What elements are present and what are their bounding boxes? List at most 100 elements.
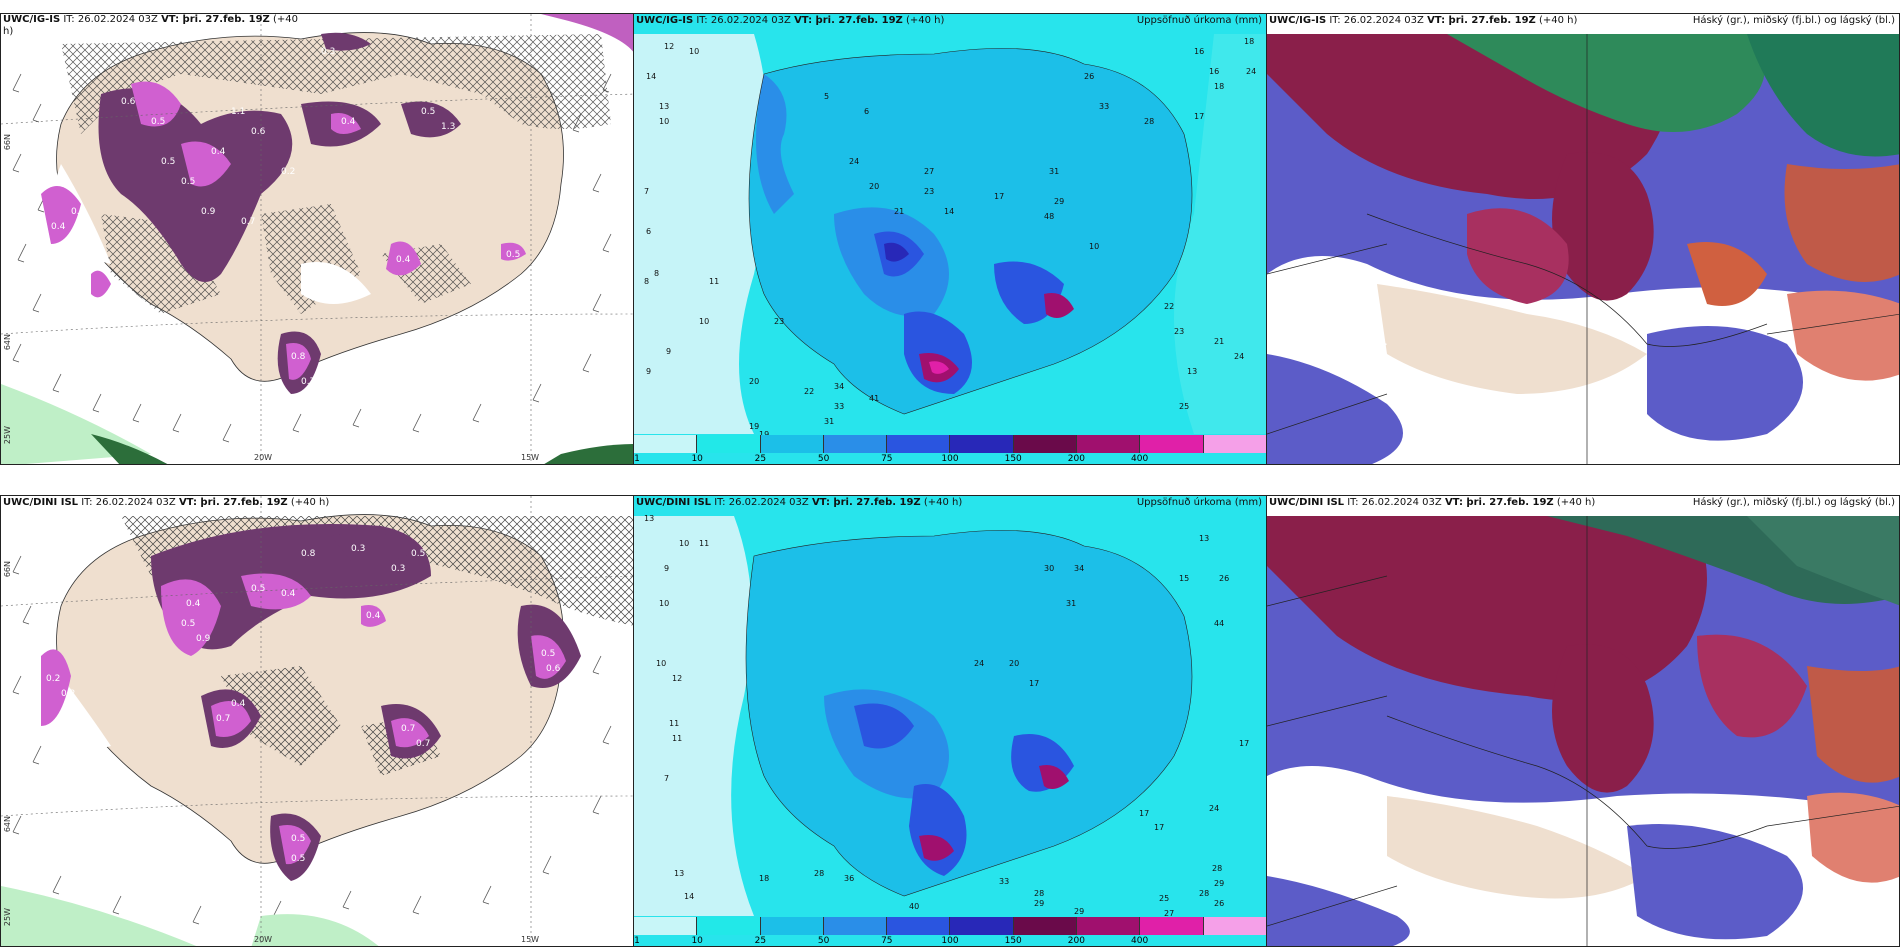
colorbar-tick: 100 bbox=[941, 936, 959, 946]
precip-numbers: 12 10 14 13 10 7 6 8 8 9 9 11 10 23 20 2… bbox=[644, 37, 1256, 439]
panel-bottom-mid-precip: 13 10 11 9 10 7 12 10 11 11 13 14 18 28 … bbox=[633, 495, 1267, 947]
colorbar-swatch bbox=[697, 435, 761, 453]
lon-label-20w: 20W bbox=[254, 453, 273, 462]
map-top-left: 0.3 0.5 0.4 0.6 0.2 0.5 0.9 0.7 1.1 0.4 … bbox=[1, 14, 633, 464]
colorbar-swatch bbox=[1203, 435, 1266, 453]
frost-label: 0.5 bbox=[291, 854, 305, 864]
frost-label: 0.4 bbox=[396, 255, 411, 265]
precip-value: 28 bbox=[1034, 889, 1044, 898]
precip-value: 26 bbox=[1084, 72, 1094, 81]
colorbar-tick: 50 bbox=[817, 936, 830, 946]
frost-label: 0.3 bbox=[351, 544, 365, 554]
precip-value: 24 bbox=[1234, 352, 1244, 361]
map-bottom-left: 0.4 0.5 0.2 0.9 0.7 0.5 0.4 0.3 0.8 0.5 … bbox=[1, 496, 633, 946]
colorbar-tick: 1 bbox=[634, 454, 640, 464]
panel-title: UWC/IG-IS IT: 26.02.2024 03Z VT: þri. 27… bbox=[1269, 15, 1577, 26]
init-time: IT: 26.02.2024 03Z bbox=[63, 14, 158, 25]
panel-top-right-clouds: UWC/IG-IS IT: 26.02.2024 03Z VT: þri. 27… bbox=[1266, 13, 1900, 465]
lead-time: (+40 h) bbox=[923, 497, 963, 508]
lead-time-cont: h) bbox=[3, 26, 14, 37]
lead-time: (+40 h) bbox=[1539, 15, 1578, 26]
precip-value: 20 bbox=[1009, 659, 1019, 668]
precip-value: 24 bbox=[1246, 67, 1256, 76]
precip-value: 13 bbox=[674, 869, 684, 878]
frost-label: 0.2 bbox=[61, 689, 75, 699]
frost-label: 0.3 bbox=[321, 47, 335, 57]
colorbar-tick: 10 bbox=[691, 936, 703, 946]
precip-value: 33 bbox=[999, 877, 1009, 886]
precip-value: 13 bbox=[1199, 534, 1209, 543]
frost-label: 0.4 bbox=[281, 589, 296, 599]
precip-value: 41 bbox=[869, 394, 879, 403]
panel-top-left-ice-accretion: 0.3 0.5 0.4 0.6 0.2 0.5 0.9 0.7 1.1 0.4 … bbox=[0, 13, 634, 465]
frost-label: 0.5 bbox=[421, 107, 435, 117]
frost-labels: 0.3 0.5 0.4 0.6 0.2 0.5 0.9 0.7 1.1 0.4 … bbox=[51, 47, 520, 387]
map-bottom-mid: 13 10 11 9 10 7 12 10 11 11 13 14 18 28 … bbox=[634, 496, 1266, 946]
colorbar-swatch bbox=[760, 917, 824, 935]
precip-value: 31 bbox=[1066, 599, 1076, 608]
precip-value: 10 bbox=[656, 659, 666, 668]
precip-value: 9 bbox=[646, 367, 651, 376]
model-name: UWC/DINI ISL bbox=[3, 497, 79, 508]
colorbar-swatch bbox=[1077, 435, 1141, 453]
colorbar bbox=[634, 917, 1266, 935]
precip-value: 10 bbox=[679, 539, 689, 548]
model-name: UWC/IG-IS bbox=[1269, 15, 1327, 26]
valid-time: VT: þri. 27.feb. 19Z bbox=[1427, 15, 1536, 26]
precip-value: 25 bbox=[1159, 894, 1169, 903]
init-time: IT: 26.02.2024 03Z bbox=[1347, 497, 1442, 508]
precip-value: 22 bbox=[1164, 302, 1174, 311]
lat-label-64n: 64N bbox=[3, 816, 12, 833]
frost-label: 0.7 bbox=[241, 217, 255, 227]
precip-value: 34 bbox=[1074, 564, 1084, 573]
panel-title: UWC/DINI ISL IT: 26.02.2024 03Z VT: þri.… bbox=[636, 497, 962, 508]
precip-value: 24 bbox=[974, 659, 984, 668]
colorbar-swatch bbox=[823, 917, 888, 935]
colorbar-swatch bbox=[887, 917, 951, 935]
precip-value: 22 bbox=[804, 387, 814, 396]
colorbar-swatch bbox=[823, 435, 888, 453]
precip-value: 7 bbox=[644, 187, 649, 196]
frost-label: 0.7 bbox=[216, 714, 230, 724]
colorbar-tick: 400 bbox=[1131, 936, 1149, 946]
colorbar-tick: 75 bbox=[881, 936, 893, 946]
colorbar-tick: 25 bbox=[754, 936, 767, 946]
panel-title: UWC/DINI ISL IT: 26.02.2024 03Z VT: þri.… bbox=[3, 497, 329, 508]
precip-value: 16 bbox=[1209, 67, 1219, 76]
precip-value: 44 bbox=[1214, 619, 1224, 628]
colorbar-swatch bbox=[1013, 435, 1078, 453]
precip-value: 28 bbox=[814, 869, 824, 878]
frost-label: 0.3 bbox=[71, 207, 85, 217]
precip-value: 8 bbox=[644, 277, 649, 286]
precip-value: 29 bbox=[1214, 879, 1224, 888]
precip-value: 10 bbox=[1089, 242, 1099, 251]
colorbar-tick: 75 bbox=[881, 454, 893, 464]
panel-title: UWC/IG-IS IT: 26.02.2024 03Z VT: þri. 27… bbox=[636, 15, 944, 26]
colorbar-tick: 400 bbox=[1131, 454, 1149, 464]
colorbar-swatch bbox=[1140, 435, 1204, 453]
valid-time: VT: þri. 27.feb. 19Z bbox=[794, 15, 903, 26]
frost-label: 0.5 bbox=[251, 584, 265, 594]
frost-label: 0.5 bbox=[181, 619, 195, 629]
map-top-mid: 12 10 14 13 10 7 6 8 8 9 9 11 10 23 20 2… bbox=[634, 14, 1266, 464]
colorbar-swatch bbox=[1013, 917, 1078, 935]
precip-value: 18 bbox=[1214, 82, 1224, 91]
precip-value: 11 bbox=[699, 539, 709, 548]
precip-value: 7 bbox=[664, 774, 669, 783]
precip-value: 11 bbox=[669, 719, 679, 728]
frost-label: 0.5 bbox=[541, 649, 555, 659]
colorbar-tick: 10 bbox=[691, 454, 703, 464]
colorbar-tick: 200 bbox=[1067, 936, 1085, 946]
precip-value: 10 bbox=[689, 47, 699, 56]
precip-value: 17 bbox=[994, 192, 1004, 201]
lead-time: (+40 h) bbox=[290, 497, 330, 508]
precip-value: 29 bbox=[1034, 899, 1044, 908]
init-time: IT: 26.02.2024 03Z bbox=[1329, 15, 1424, 26]
precip-value: 24 bbox=[1209, 804, 1219, 813]
map-bottom-right bbox=[1267, 496, 1899, 946]
init-time: IT: 26.02.2024 03Z bbox=[81, 497, 176, 508]
precip-value: 18 bbox=[759, 874, 769, 883]
valid-time: VT: þri. 27.feb. 19Z bbox=[1444, 497, 1554, 508]
precip-value: 13 bbox=[644, 514, 654, 523]
frost-label: 0.4 bbox=[341, 117, 356, 127]
